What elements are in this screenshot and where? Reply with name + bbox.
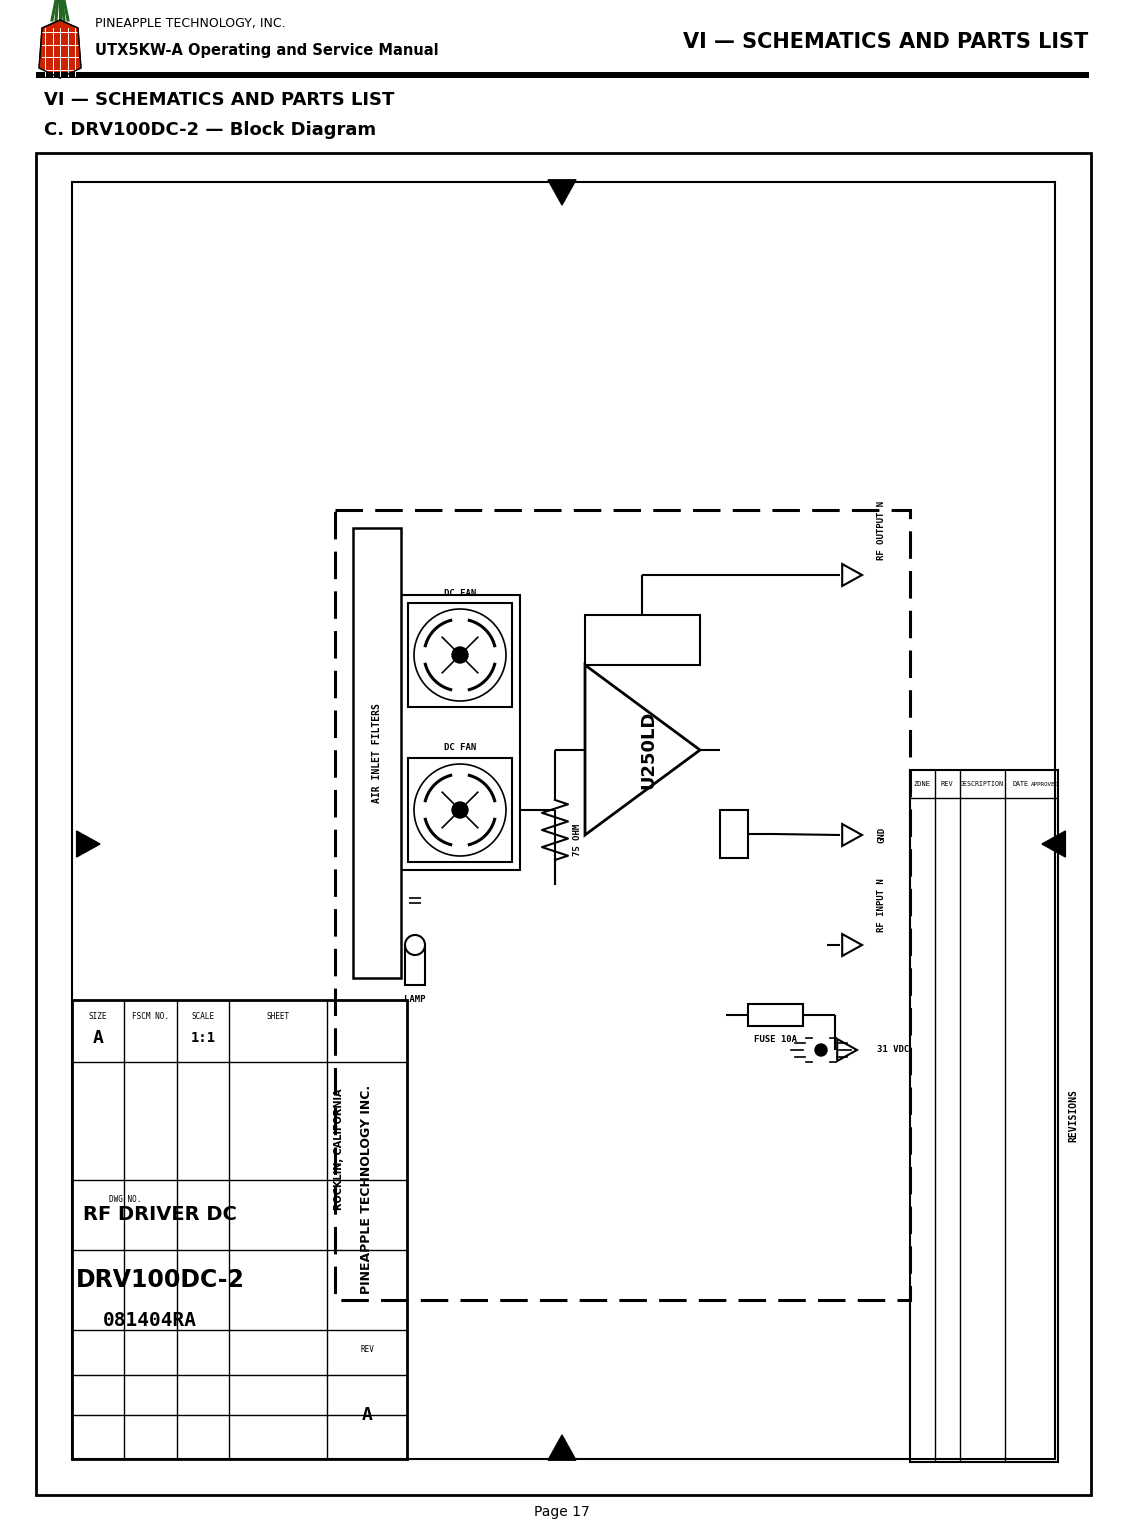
Text: VI — SCHEMATICS AND PARTS LIST: VI — SCHEMATICS AND PARTS LIST [683, 32, 1088, 52]
Circle shape [452, 801, 468, 818]
Text: REV: REV [360, 1346, 374, 1353]
Text: GND: GND [878, 827, 886, 843]
Text: DWG NO.: DWG NO. [109, 1195, 142, 1204]
Circle shape [405, 935, 425, 955]
Polygon shape [548, 180, 576, 205]
Bar [335, 511, 910, 1300]
Text: REVISIONS: REVISIONS [1068, 1089, 1078, 1143]
Text: FUSE 10A: FUSE 10A [754, 1035, 796, 1044]
Polygon shape [843, 824, 862, 846]
Text: 31 VDC: 31 VDC [878, 1046, 909, 1055]
Polygon shape [843, 564, 862, 586]
Text: C. DRV100DC-2 — Block Diagram: C. DRV100DC-2 — Block Diagram [44, 122, 376, 138]
Text: 1:1: 1:1 [190, 1030, 216, 1044]
Text: APPROVED: APPROVED [1030, 781, 1059, 786]
Bar [353, 528, 400, 978]
Text: DC FAN: DC FAN [444, 743, 476, 752]
Text: 081404RA: 081404RA [104, 1310, 197, 1329]
Circle shape [452, 647, 468, 663]
Text: RF INPUT N: RF INPUT N [878, 878, 886, 932]
Bar [585, 615, 700, 664]
Text: LAMP: LAMP [404, 995, 425, 1003]
Polygon shape [76, 831, 100, 857]
Bar [720, 811, 748, 858]
Bar [400, 595, 520, 871]
Text: RF DRIVER DC: RF DRIVER DC [83, 1206, 237, 1224]
Text: U250LD: U250LD [639, 711, 657, 789]
Text: SHEET: SHEET [267, 1012, 289, 1021]
Text: FSCM NO.: FSCM NO. [132, 1012, 169, 1021]
Text: ROCKLIN, CALIFORNIA: ROCKLIN, CALIFORNIA [334, 1089, 344, 1210]
Bar [72, 1000, 407, 1460]
Text: Page 17: Page 17 [534, 1506, 590, 1520]
Polygon shape [837, 1040, 857, 1061]
Polygon shape [39, 20, 81, 78]
Text: UTX5KW-A Operating and Service Manual: UTX5KW-A Operating and Service Manual [94, 43, 439, 57]
Bar [408, 758, 512, 861]
Text: A: A [92, 1029, 104, 1047]
Bar [36, 152, 1091, 1495]
Text: 75 OHM: 75 OHM [573, 824, 582, 857]
Text: SIZE: SIZE [89, 1012, 107, 1021]
Circle shape [814, 1044, 827, 1057]
Polygon shape [1042, 831, 1065, 857]
Text: DATE: DATE [1012, 781, 1029, 787]
Polygon shape [843, 934, 862, 957]
Text: PINEAPPLE TECHNOLOGY INC.: PINEAPPLE TECHNOLOGY INC. [360, 1084, 374, 1293]
Text: RF OUTPUT N: RF OUTPUT N [878, 500, 886, 560]
Text: PINEAPPLE TECHNOLOGY, INC.: PINEAPPLE TECHNOLOGY, INC. [94, 17, 286, 29]
Text: A: A [361, 1406, 372, 1424]
Bar [405, 944, 425, 984]
Text: ZONE: ZONE [914, 781, 930, 787]
Text: DESCRIPTION: DESCRIPTION [960, 781, 1004, 787]
Polygon shape [548, 1435, 576, 1460]
Bar [408, 603, 512, 707]
Text: VI — SCHEMATICS AND PARTS LIST: VI — SCHEMATICS AND PARTS LIST [44, 91, 395, 109]
Polygon shape [585, 664, 700, 835]
Bar [910, 771, 1058, 1463]
Bar [36, 72, 1089, 78]
Text: AIR INLET FILTERS: AIR INLET FILTERS [372, 703, 382, 803]
Bar [748, 1004, 803, 1026]
Text: REV: REV [940, 781, 953, 787]
Text: DC FAN: DC FAN [444, 589, 476, 597]
Bar [72, 181, 1055, 1460]
Text: DRV100DC-2: DRV100DC-2 [75, 1267, 244, 1292]
Text: SCALE: SCALE [191, 1012, 215, 1021]
